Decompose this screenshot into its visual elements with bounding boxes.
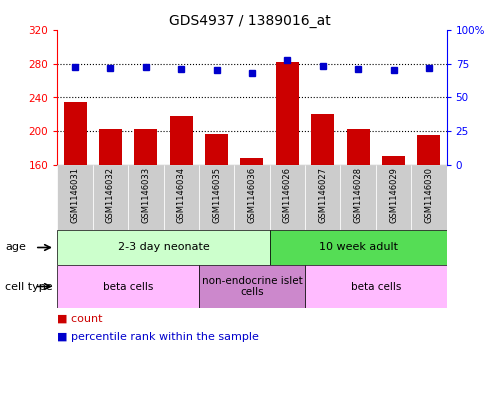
Bar (305, 265, 447, 308)
Bar (57, 265, 199, 308)
Text: GSM1146030: GSM1146030 (425, 167, 434, 223)
Bar (170, 116, 193, 165)
Bar (205, 134, 228, 165)
Bar (347, 129, 370, 165)
Text: age: age (5, 242, 26, 252)
Text: 2-3 day neonate: 2-3 day neonate (118, 242, 210, 252)
Bar (99, 129, 122, 165)
Text: GSM1146027: GSM1146027 (318, 167, 327, 223)
Text: beta cells: beta cells (351, 281, 401, 292)
Bar (269, 165, 305, 230)
Bar (199, 165, 235, 230)
Text: ■ count: ■ count (57, 314, 103, 324)
Bar (340, 165, 376, 230)
Text: beta cells: beta cells (103, 281, 153, 292)
Bar (57, 230, 269, 265)
Text: GSM1146032: GSM1146032 (106, 167, 115, 223)
Bar (418, 135, 441, 165)
Text: non-endocrine islet
cells: non-endocrine islet cells (202, 276, 302, 297)
Bar (235, 165, 269, 230)
Text: GSM1146031: GSM1146031 (70, 167, 79, 223)
Bar (311, 114, 334, 165)
Text: GDS4937 / 1389016_at: GDS4937 / 1389016_at (169, 14, 330, 28)
Text: GSM1146035: GSM1146035 (212, 167, 221, 223)
Text: GSM1146026: GSM1146026 (283, 167, 292, 223)
Text: 10 week adult: 10 week adult (319, 242, 398, 252)
Bar (63, 102, 87, 165)
Bar (305, 165, 340, 230)
Text: GSM1146036: GSM1146036 (248, 167, 256, 223)
Bar (269, 230, 447, 265)
Text: ■ percentile rank within the sample: ■ percentile rank within the sample (57, 332, 259, 342)
Bar (411, 165, 447, 230)
Bar (134, 129, 157, 165)
Text: GSM1146028: GSM1146028 (354, 167, 363, 223)
Bar (164, 165, 199, 230)
Bar (382, 156, 405, 165)
Text: GSM1146034: GSM1146034 (177, 167, 186, 223)
Bar (241, 158, 263, 165)
Bar (376, 165, 411, 230)
Bar (276, 62, 299, 165)
Text: GSM1146033: GSM1146033 (141, 167, 150, 223)
Bar (57, 165, 93, 230)
Bar (93, 165, 128, 230)
Text: cell type: cell type (5, 281, 52, 292)
Text: GSM1146029: GSM1146029 (389, 167, 398, 223)
Bar (128, 165, 164, 230)
Bar (199, 265, 305, 308)
